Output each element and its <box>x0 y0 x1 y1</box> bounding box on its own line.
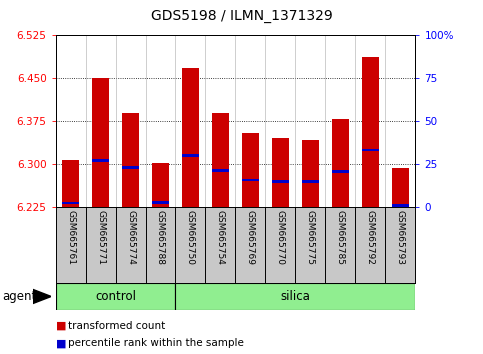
Bar <box>362 57 379 207</box>
Text: GSM665771: GSM665771 <box>96 210 105 265</box>
Text: GSM665761: GSM665761 <box>66 210 75 265</box>
Bar <box>212 169 229 172</box>
Text: GSM665754: GSM665754 <box>216 210 225 265</box>
Bar <box>392 204 409 207</box>
Text: GSM665774: GSM665774 <box>126 210 135 265</box>
Polygon shape <box>33 290 51 304</box>
Text: GSM665770: GSM665770 <box>276 210 285 265</box>
Bar <box>152 163 169 207</box>
Text: transformed count: transformed count <box>68 321 165 331</box>
Text: GSM665750: GSM665750 <box>186 210 195 265</box>
Bar <box>392 168 409 207</box>
Bar <box>272 180 289 183</box>
Bar <box>212 113 229 207</box>
Bar <box>332 170 349 173</box>
Bar <box>152 201 169 204</box>
Text: agent: agent <box>2 290 37 303</box>
Bar <box>332 119 349 207</box>
Text: GSM665788: GSM665788 <box>156 210 165 265</box>
Bar <box>242 133 259 207</box>
Text: GSM665785: GSM665785 <box>336 210 345 265</box>
Bar <box>92 78 109 207</box>
Text: ■: ■ <box>56 338 66 348</box>
Text: control: control <box>95 290 136 303</box>
Bar <box>272 138 289 207</box>
Text: percentile rank within the sample: percentile rank within the sample <box>68 338 243 348</box>
Bar <box>62 160 79 207</box>
Text: ■: ■ <box>56 321 66 331</box>
Bar <box>182 154 199 157</box>
Bar <box>242 179 259 182</box>
Text: GSM665792: GSM665792 <box>366 210 375 265</box>
Bar <box>122 113 139 207</box>
Bar <box>122 166 139 169</box>
Bar <box>362 149 379 151</box>
Bar <box>62 202 79 204</box>
Text: GSM665775: GSM665775 <box>306 210 315 265</box>
Bar <box>302 180 319 183</box>
Text: GSM665769: GSM665769 <box>246 210 255 265</box>
Text: silica: silica <box>281 290 311 303</box>
Bar <box>92 159 109 162</box>
Text: GDS5198 / ILMN_1371329: GDS5198 / ILMN_1371329 <box>151 9 332 23</box>
Text: GSM665793: GSM665793 <box>396 210 405 265</box>
Bar <box>302 140 319 207</box>
FancyBboxPatch shape <box>175 283 415 310</box>
FancyBboxPatch shape <box>56 283 175 310</box>
Bar <box>182 68 199 207</box>
